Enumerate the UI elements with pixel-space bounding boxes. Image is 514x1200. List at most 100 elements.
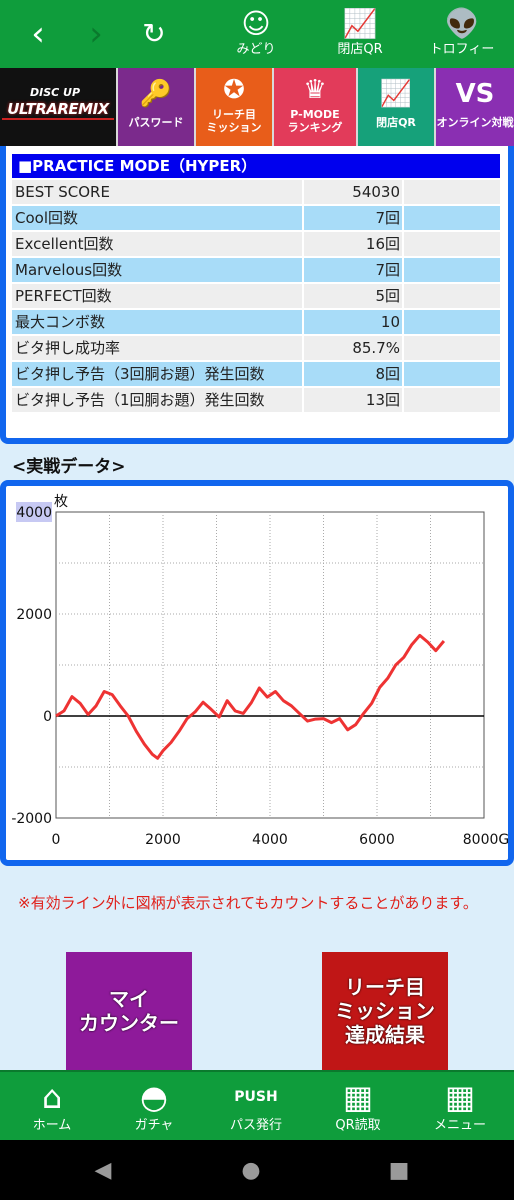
stat-value: 5回 bbox=[304, 284, 402, 308]
stat-row: BEST SCORE 54030 bbox=[12, 180, 500, 204]
bottom-nav-pass-label: パス発行 bbox=[229, 1118, 282, 1133]
menu-pmode-ranking-label: P-MODE ランキング bbox=[287, 108, 343, 134]
nav-closing-qr-label: 閉店QR bbox=[337, 42, 383, 57]
stat-row: 最大コンボ数 10 bbox=[12, 310, 500, 334]
android-nav-bar: ◀ ● ■ bbox=[0, 1140, 514, 1200]
stat-value: 16回 bbox=[304, 232, 402, 256]
nav-midori-label: みどり bbox=[236, 42, 276, 57]
bottom-nav-home[interactable]: ⌂ ホーム bbox=[2, 1072, 102, 1142]
forward-chevron-icon[interactable]: › bbox=[89, 14, 103, 54]
crown-p-icon: ♛ bbox=[303, 75, 327, 105]
stat-label: PERFECT回数 bbox=[12, 284, 302, 308]
menu-reach-mission[interactable]: ✪ リーチ目 ミッション bbox=[196, 68, 272, 146]
bottom-nav-gacha-label: ガチャ bbox=[134, 1118, 174, 1133]
nav-closing-qr[interactable]: 📈 閉店QR bbox=[320, 6, 400, 64]
push-badge-icon: PUSH bbox=[234, 1089, 278, 1105]
nav-trophy-label: トロフィー bbox=[429, 42, 495, 57]
stat-value: 54030 bbox=[304, 180, 402, 204]
bottom-nav-menu-label: メニュー bbox=[433, 1118, 486, 1133]
menu-closing-qr-label: 閉店QR bbox=[376, 116, 416, 129]
stat-value: 85.7% bbox=[304, 336, 402, 360]
practice-title: ■PRACTICE MODE（HYPER） bbox=[12, 154, 500, 178]
series-line bbox=[55, 633, 446, 760]
stat-spacer bbox=[404, 362, 500, 386]
stat-row: PERFECT回数 5回 bbox=[12, 284, 500, 308]
menu-online-vs[interactable]: VS オンライン対戦 bbox=[436, 68, 514, 146]
home-icon: ⌂ bbox=[41, 1078, 63, 1116]
nav-midori[interactable]: ☺ みどり bbox=[216, 6, 296, 64]
stat-label: BEST SCORE bbox=[12, 180, 302, 204]
bottom-nav: ⌂ ホーム ◓ ガチャ PUSH パス発行 ▦ QR読取 ▦ メニュー bbox=[0, 1070, 514, 1140]
stat-spacer bbox=[404, 336, 500, 360]
stat-spacer bbox=[404, 310, 500, 334]
y-tick-label: 2000 bbox=[16, 607, 52, 623]
stat-value: 8回 bbox=[304, 362, 402, 386]
emblem-icon: ✪ bbox=[223, 75, 245, 105]
reload-icon[interactable]: ↻ bbox=[142, 17, 166, 50]
stat-value: 13回 bbox=[304, 388, 402, 412]
nav-trophy[interactable]: 👽 トロフィー bbox=[422, 6, 502, 64]
x-tick-label: 4000 bbox=[252, 832, 288, 848]
y-tick-label: 4000 bbox=[16, 505, 52, 521]
menu-pmode-ranking[interactable]: ♛ P-MODE ランキング bbox=[274, 68, 356, 146]
menu-password-label: パスワード bbox=[128, 116, 184, 129]
bottom-nav-pass[interactable]: PUSH パス発行 bbox=[206, 1072, 306, 1142]
stat-spacer bbox=[404, 180, 500, 204]
x-tick-label: 8000G bbox=[463, 832, 508, 848]
top-header: ‹ › ↻ ☺ みどり 📈 閉店QR 👽 トロフィー bbox=[0, 0, 514, 68]
bottom-nav-gacha[interactable]: ◓ ガチャ bbox=[104, 1072, 204, 1142]
logo-small-text: DISC UP bbox=[30, 86, 81, 99]
bottom-nav-qr-label: QR読取 bbox=[335, 1118, 381, 1133]
stat-row: ビタ押し予告（1回胴お題）発生回数 13回 bbox=[12, 388, 500, 412]
alien-trophy-icon: 👽 bbox=[444, 7, 480, 40]
menu-strip: DISC UP ULTRAREMIX 🔑 パスワード ✪ リーチ目 ミッション … bbox=[0, 68, 514, 146]
y-tick-highlight bbox=[16, 502, 52, 522]
x-tick-label: 0 bbox=[52, 832, 61, 848]
stat-spacer bbox=[404, 232, 500, 256]
chart-moon-icon: 📈 bbox=[342, 7, 378, 40]
gacha-ball-icon: ◓ bbox=[140, 1078, 168, 1116]
reach-mission-result-button[interactable]: リーチ目 ミッション 達成結果 bbox=[322, 952, 448, 1070]
qr-code-icon: ▦ bbox=[342, 1078, 374, 1116]
stat-value: 7回 bbox=[304, 258, 402, 282]
x-tick-label: 6000 bbox=[359, 832, 395, 848]
stat-row: Marvelous回数 7回 bbox=[12, 258, 500, 282]
menu-password[interactable]: 🔑 パスワード bbox=[118, 68, 194, 146]
bottom-nav-qr[interactable]: ▦ QR読取 bbox=[308, 1072, 408, 1142]
android-recent-icon[interactable]: ■ bbox=[388, 1158, 410, 1183]
android-back-icon[interactable]: ◀ bbox=[94, 1158, 112, 1183]
stat-row: Excellent回数 16回 bbox=[12, 232, 500, 256]
stat-spacer bbox=[404, 284, 500, 308]
stat-label: 最大コンボ数 bbox=[12, 310, 302, 334]
character-face-icon: ☺ bbox=[241, 7, 271, 40]
stat-row: ビタ押し成功率 85.7% bbox=[12, 336, 500, 360]
y-tick-label: -2000 bbox=[11, 811, 52, 827]
stat-value: 7回 bbox=[304, 206, 402, 230]
back-chevron-icon[interactable]: ‹ bbox=[31, 14, 45, 54]
stat-value: 10 bbox=[304, 310, 402, 334]
chart-moon-icon: 📈 bbox=[379, 79, 413, 109]
menu-online-vs-label: オンライン対戦 bbox=[436, 116, 514, 129]
stat-label: ビタ押し予告（3回胴お題）発生回数 bbox=[12, 362, 302, 386]
grid-menu-icon: ▦ bbox=[444, 1078, 476, 1116]
section-title: <実戦データ> bbox=[12, 457, 126, 477]
stat-row: ビタ押し予告（3回胴お題）発生回数 8回 bbox=[12, 362, 500, 386]
stat-label: Marvelous回数 bbox=[12, 258, 302, 282]
my-counter-button[interactable]: マイ カウンター bbox=[66, 952, 192, 1070]
stat-spacer bbox=[404, 206, 500, 230]
stat-label: Excellent回数 bbox=[12, 232, 302, 256]
logo-big-text: ULTRAREMIX bbox=[2, 100, 114, 120]
stat-spacer bbox=[404, 258, 500, 282]
key-icon: 🔑 bbox=[139, 79, 173, 109]
stat-label: Cool回数 bbox=[12, 206, 302, 230]
stat-row: Cool回数 7回 bbox=[12, 206, 500, 230]
bottom-nav-home-label: ホーム bbox=[32, 1118, 72, 1133]
menu-reach-mission-label: リーチ目 ミッション bbox=[206, 108, 262, 134]
bottom-nav-menu[interactable]: ▦ メニュー bbox=[410, 1072, 510, 1142]
menu-closing-qr[interactable]: 📈 閉店QR bbox=[358, 68, 434, 146]
notice-text: ※有効ライン外に図柄が表示されてもカウントすることがあります。 bbox=[18, 894, 478, 912]
android-home-icon[interactable]: ● bbox=[241, 1158, 261, 1183]
stat-label: ビタ押し成功率 bbox=[12, 336, 302, 360]
game-logo[interactable]: DISC UP ULTRAREMIX bbox=[0, 68, 116, 146]
